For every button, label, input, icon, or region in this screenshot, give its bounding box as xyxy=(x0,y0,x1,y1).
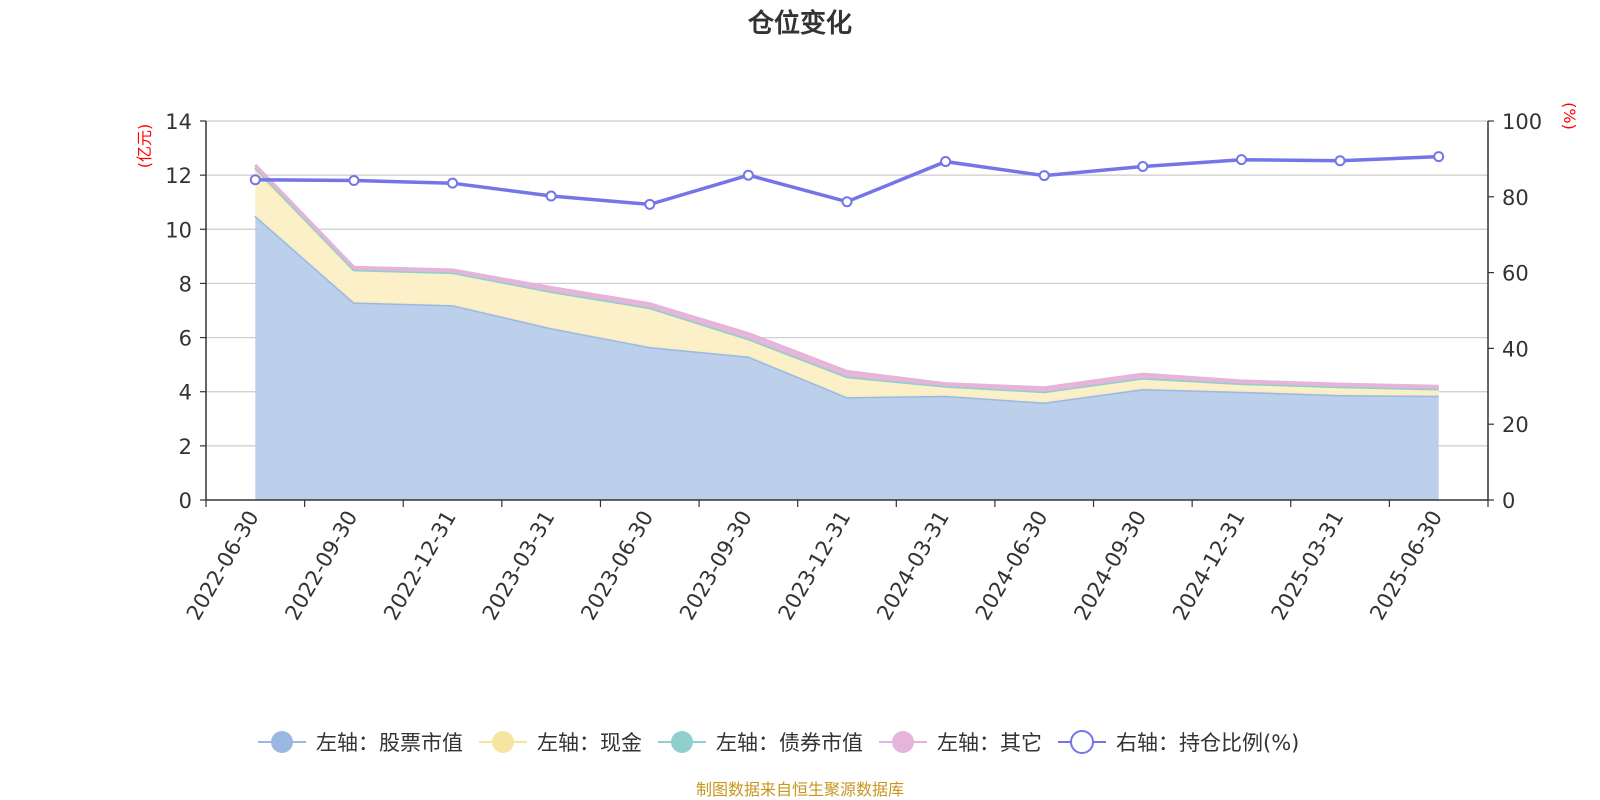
legend-item: 左轴：其它 xyxy=(879,731,1042,755)
legend-item: 左轴：现金 xyxy=(479,731,642,755)
legend-label: 左轴：其它 xyxy=(937,731,1042,755)
ratio-point xyxy=(348,175,360,187)
x-tick-label: 2025-06-30 xyxy=(1365,507,1447,625)
ratio-point xyxy=(940,156,952,168)
right-tick-label: 0 xyxy=(1502,489,1515,513)
x-tick-label: 2022-12-31 xyxy=(379,507,461,625)
chart-title: 仓位变化 xyxy=(747,8,852,39)
ratio-point xyxy=(841,196,853,208)
ratio-point xyxy=(1137,160,1149,172)
right-axis-unit: (%) xyxy=(1560,102,1579,130)
left-tick-label: 2 xyxy=(179,435,192,459)
legend-label: 右轴：持仓比例(%) xyxy=(1116,731,1299,755)
x-tick-label: 2024-03-31 xyxy=(872,507,954,625)
x-tick-label: 2023-03-31 xyxy=(478,507,560,625)
left-tick-label: 14 xyxy=(165,110,192,134)
legend-marker xyxy=(492,731,514,753)
left-tick-label: 4 xyxy=(179,381,192,405)
left-tick-label: 10 xyxy=(165,218,192,242)
left-axis-unit: (亿元) xyxy=(135,124,154,169)
left-tick-label: 8 xyxy=(179,272,192,296)
ratio-point xyxy=(545,190,557,202)
legend-marker xyxy=(671,731,693,753)
right-tick-label: 60 xyxy=(1502,262,1529,286)
area-top-line xyxy=(254,163,1439,390)
x-tick-label: 2023-09-30 xyxy=(675,507,757,625)
legend-item: 右轴：持仓比例(%) xyxy=(1058,730,1299,755)
x-tick-label: 2024-06-30 xyxy=(971,507,1053,625)
ratio-point xyxy=(1235,154,1247,166)
left-tick-label: 0 xyxy=(179,489,192,513)
ratio-point xyxy=(447,177,459,189)
legend-marker xyxy=(271,731,293,753)
ratio-point xyxy=(249,174,261,186)
ratio-point xyxy=(1334,155,1346,167)
ratio-point xyxy=(1433,151,1445,163)
x-tick-label: 2022-09-30 xyxy=(280,507,362,625)
legend-item: 左轴：股票市值 xyxy=(258,731,463,755)
right-tick-label: 40 xyxy=(1502,337,1529,361)
legend-label: 左轴：债券市值 xyxy=(716,731,863,755)
legend-label: 左轴：现金 xyxy=(537,731,642,755)
right-tick-label: 100 xyxy=(1502,110,1542,134)
ratio-point xyxy=(1038,170,1050,182)
area-fill xyxy=(255,215,1439,501)
x-tick-label: 2023-12-31 xyxy=(774,507,856,625)
left-tick-label: 6 xyxy=(179,327,192,351)
x-tick-label: 2024-09-30 xyxy=(1069,507,1151,625)
legend: 左轴：股票市值 左轴：现金 左轴：债券市值 左轴：其它 右轴：持仓比例(%) xyxy=(258,730,1299,755)
ratio-point xyxy=(742,169,754,181)
ratio-point xyxy=(644,198,656,210)
line-series xyxy=(249,151,1445,210)
x-tick-label: 2023-06-30 xyxy=(576,507,658,625)
x-tick-label: 2022-06-30 xyxy=(182,507,264,625)
legend-label: 左轴：股票市值 xyxy=(316,731,463,755)
x-tick-label: 2025-03-31 xyxy=(1267,507,1349,625)
legend-marker xyxy=(892,731,914,753)
source-note: 制图数据来自恒生聚源数据库 xyxy=(696,780,904,799)
x-tick-label: 2024-12-31 xyxy=(1168,507,1250,625)
right-tick-label: 20 xyxy=(1502,413,1529,437)
legend-marker xyxy=(1070,730,1094,754)
right-tick-label: 80 xyxy=(1502,186,1529,210)
area-series xyxy=(254,163,1439,501)
legend-item: 左轴：债券市值 xyxy=(658,731,863,755)
area-fill xyxy=(255,169,1439,403)
left-tick-label: 12 xyxy=(165,164,192,188)
